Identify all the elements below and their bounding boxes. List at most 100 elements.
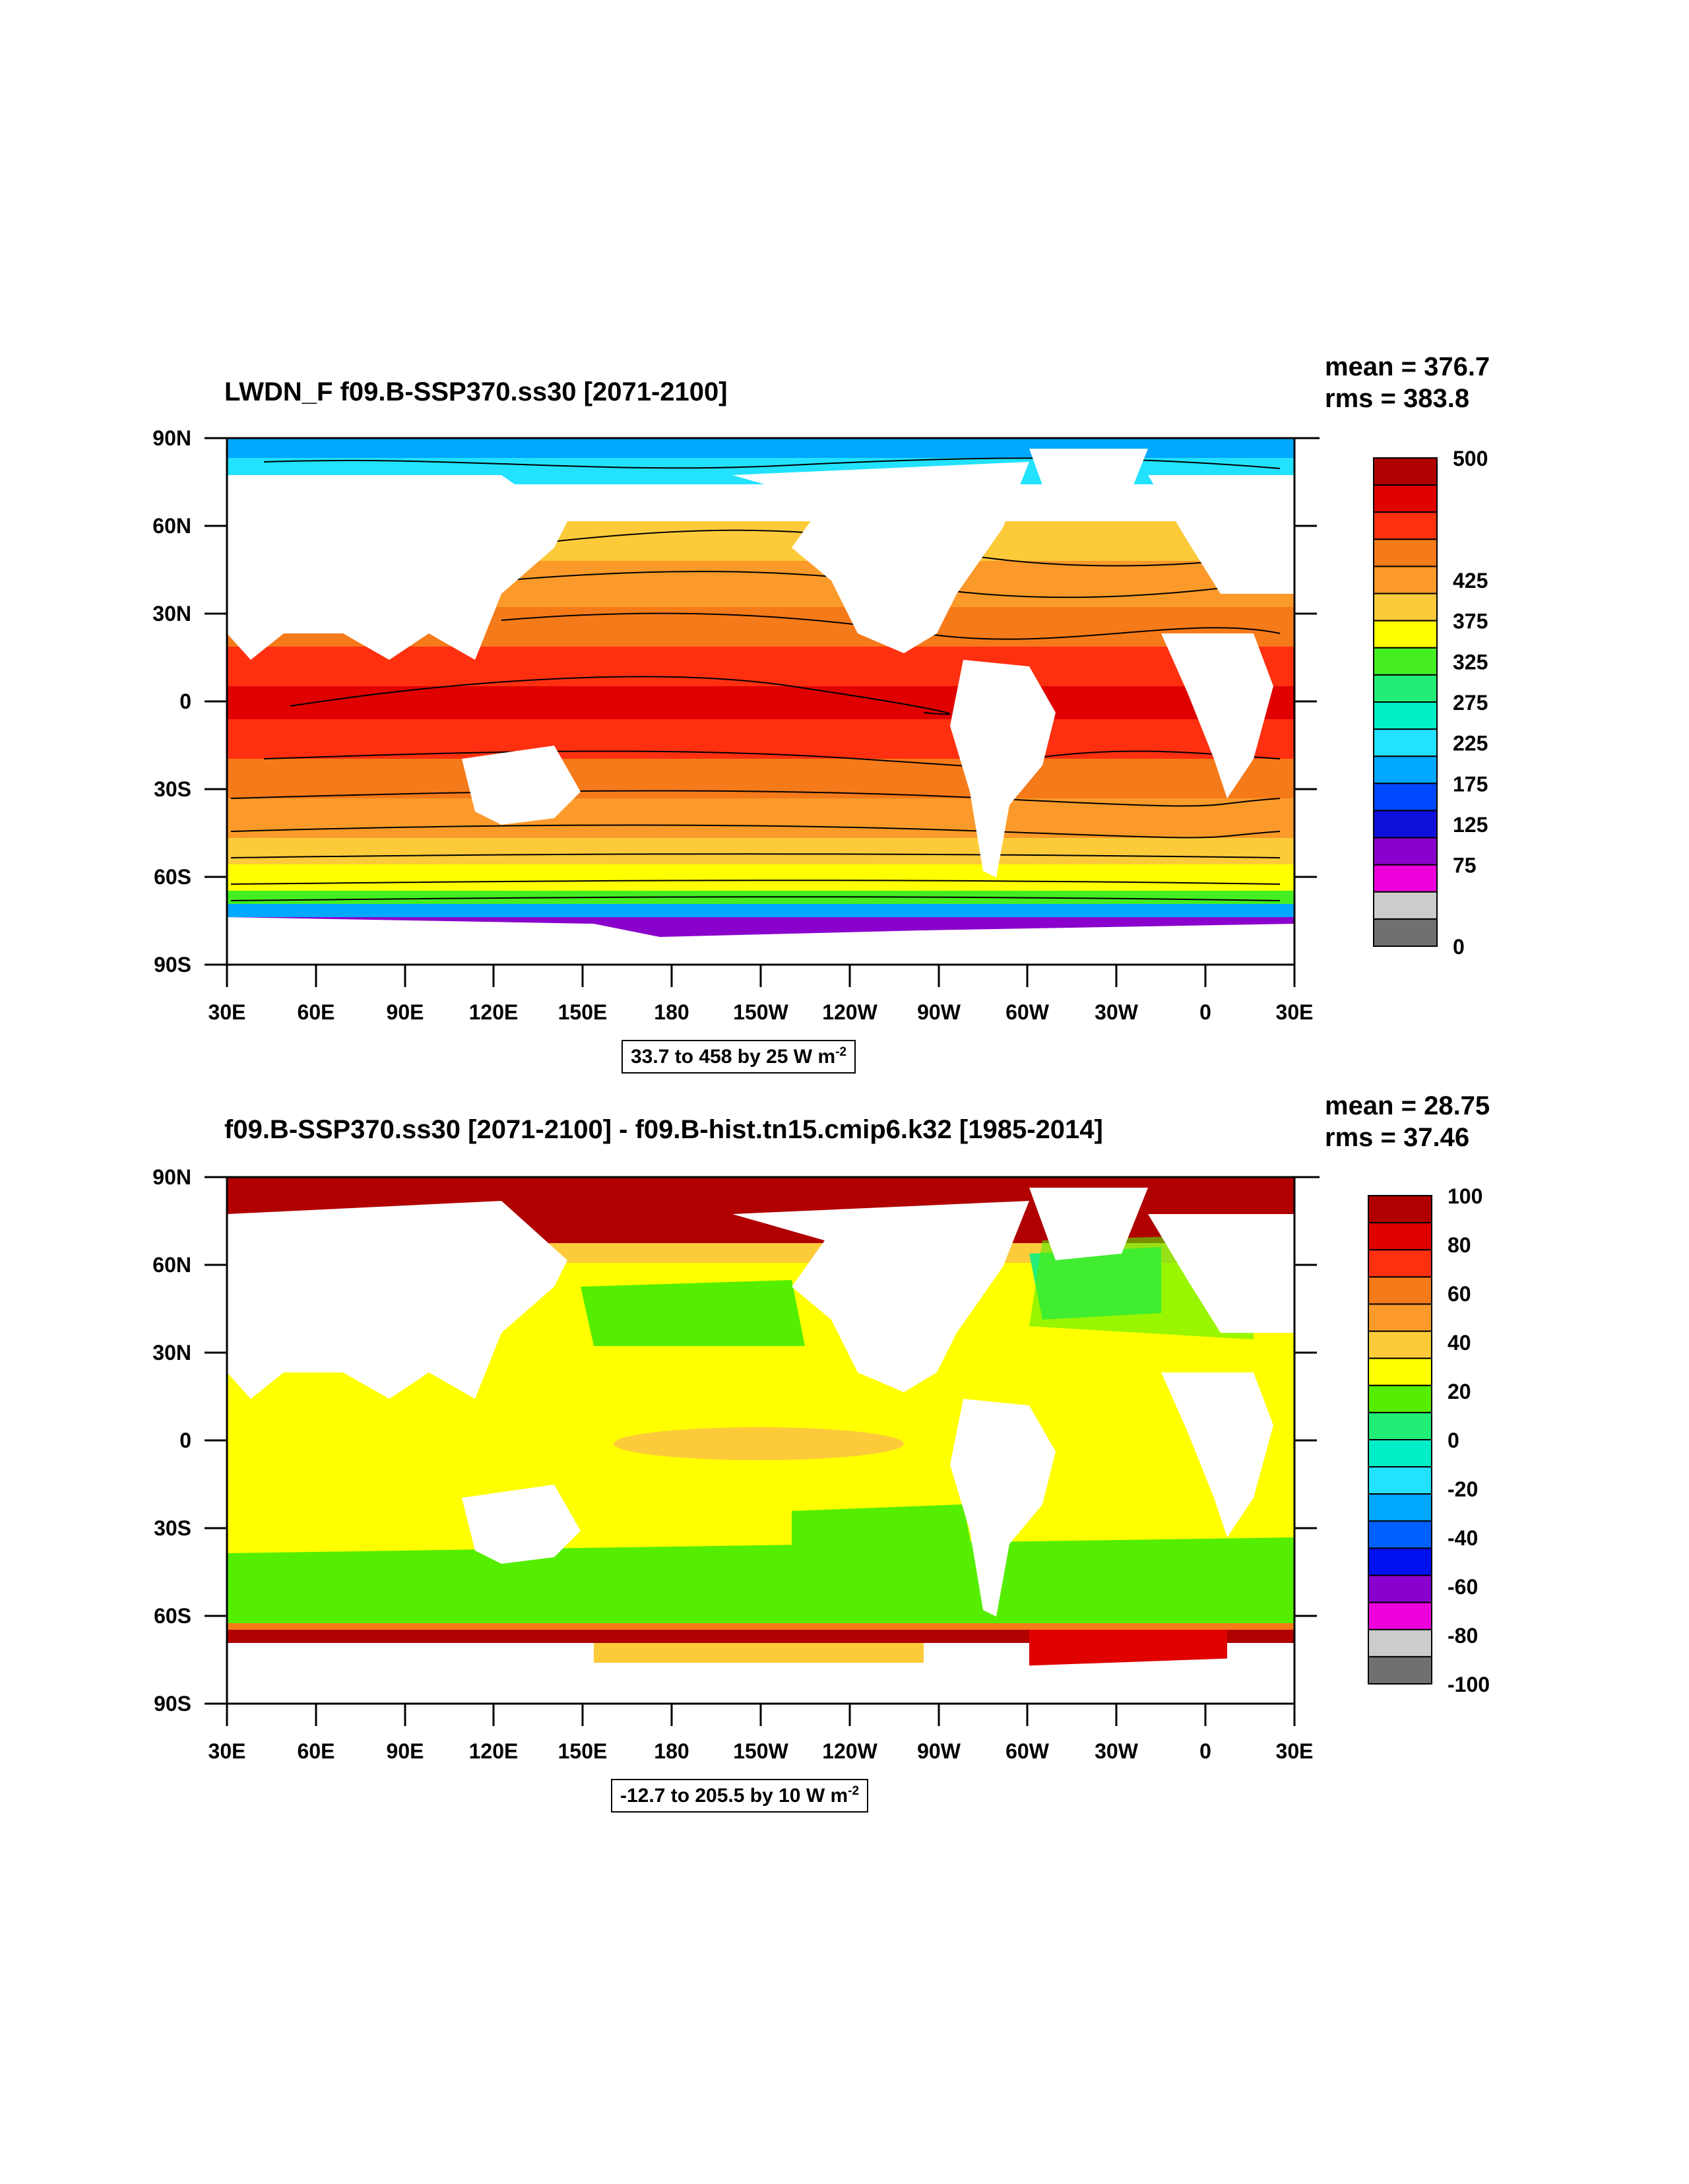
- lat-axis: 90N 60N 30N 0 30S 60S 90S: [152, 426, 1317, 977]
- colorbar-label: 325: [1453, 650, 1488, 674]
- colorbar-label: 40: [1448, 1331, 1471, 1355]
- lon-label: 90E: [387, 1739, 424, 1763]
- colorbar-box: [1368, 1276, 1432, 1305]
- colorbar-box: [1368, 1330, 1432, 1359]
- colorbar-box: [1373, 864, 1438, 893]
- colorbar-label: 175: [1453, 772, 1488, 796]
- colorbar-box: [1368, 1628, 1432, 1657]
- lat-label: 90N: [152, 1165, 191, 1189]
- lon-axis: 30E 60E 90E 120E 150E 180 150W 120W 90W …: [208, 1704, 1313, 1763]
- lon-label: 150E: [558, 1739, 608, 1763]
- colorbar: 100 80 60 40 20 0 -20 -40 -60 -80 -100: [1368, 1184, 1490, 1696]
- lon-label: 30E: [1276, 1000, 1314, 1024]
- lon-label: 0: [1199, 1000, 1211, 1024]
- land-africa: [1161, 633, 1273, 798]
- colorbar-box: [1373, 810, 1438, 839]
- lon-label: 60W: [1005, 1739, 1050, 1763]
- land-europe: [1148, 475, 1294, 594]
- lat-label: 0: [179, 1429, 191, 1452]
- map-field: [227, 1177, 1294, 1669]
- colorbar-box: [1368, 1222, 1432, 1251]
- colorbar-box: [1368, 1547, 1432, 1576]
- panel-title: f09.B-SSP370.ss30 [2071-2100] - f09.B-hi…: [224, 1115, 1103, 1144]
- lon-label: 120W: [822, 1000, 877, 1024]
- land-south-america: [950, 660, 1056, 878]
- lon-label: 30E: [208, 1739, 246, 1763]
- colorbar-label: 80: [1448, 1233, 1471, 1257]
- lon-label: 90W: [917, 1739, 961, 1763]
- lon-label: 180: [654, 1739, 689, 1763]
- lat-axis: 90N 60N 30N 0 30S 60S 90S: [152, 1165, 1317, 1716]
- lat-label: 30S: [154, 1516, 191, 1540]
- lat-label: 0: [179, 690, 191, 713]
- lon-label: 150W: [733, 1739, 788, 1763]
- land-africa: [1161, 1372, 1273, 1537]
- colorbar-label: -80: [1448, 1624, 1478, 1648]
- colorbar-box: [1373, 647, 1438, 676]
- lon-label: 90E: [387, 1000, 424, 1024]
- contour-lines: [230, 457, 1281, 901]
- land-north-america: [732, 1201, 1029, 1392]
- lat-label: 90S: [154, 1692, 191, 1716]
- lat-label: 60N: [152, 514, 191, 538]
- mean-value: mean = 28.75: [1325, 1091, 1490, 1120]
- panel-title: LWDN_F f09.B-SSP370.ss30 [2071-2100]: [224, 377, 728, 406]
- contour-info-box: -12.7 to 205.5 by 10 W m-2: [611, 1779, 869, 1813]
- colorbar-label: 20: [1448, 1380, 1471, 1403]
- colorbar-label: -100: [1448, 1673, 1490, 1696]
- lon-label: 60E: [298, 1000, 335, 1024]
- colorbar-label: -60: [1448, 1575, 1478, 1599]
- lon-label: 120E: [469, 1739, 519, 1763]
- land-europe: [1148, 1214, 1294, 1333]
- lon-label: 180: [654, 1000, 689, 1024]
- colorbar-label: 100: [1448, 1184, 1482, 1208]
- land-eurasia: [227, 1201, 567, 1399]
- lat-label: 30N: [152, 1341, 191, 1365]
- colorbar-label: 60: [1448, 1282, 1471, 1306]
- lat-label: 60S: [154, 865, 191, 889]
- colorbar-box: [1368, 1411, 1432, 1441]
- colorbar-box: [1373, 511, 1438, 540]
- lon-label: 60W: [1005, 1000, 1050, 1024]
- colorbar-box: [1368, 1520, 1432, 1549]
- lon-label: 120E: [469, 1000, 519, 1024]
- colorbar-box: [1373, 457, 1438, 486]
- colorbar-label: -20: [1448, 1477, 1478, 1501]
- lat-label: 90N: [152, 426, 191, 450]
- lon-label: 0: [1199, 1739, 1211, 1763]
- colorbar-label: 225: [1453, 732, 1488, 755]
- lat-label: 90S: [154, 953, 191, 977]
- unit-exponent: -2: [848, 1784, 860, 1798]
- lon-label: 150W: [733, 1000, 788, 1024]
- colorbar-box: [1373, 755, 1438, 785]
- mean-value: mean = 376.7: [1325, 352, 1490, 381]
- lon-label: 150E: [558, 1000, 608, 1024]
- colorbar-label: -40: [1448, 1526, 1478, 1550]
- land-greenland: [1029, 1188, 1148, 1260]
- colorbar-box: [1368, 1195, 1432, 1224]
- colorbar-box: [1373, 891, 1438, 920]
- land-greenland: [1029, 449, 1148, 521]
- colorbar-box: [1368, 1574, 1432, 1603]
- land-masses: [227, 449, 1294, 965]
- colorbar-box: [1373, 484, 1438, 513]
- colorbar-label: 275: [1453, 691, 1488, 715]
- colorbar-label: 425: [1453, 569, 1488, 593]
- colorbar-label: 125: [1453, 813, 1488, 837]
- lon-label: 120W: [822, 1739, 877, 1763]
- lat-label: 30S: [154, 777, 191, 801]
- lon-label: 30W: [1095, 1000, 1139, 1024]
- land-north-america: [732, 462, 1029, 653]
- colorbar-label: 500: [1453, 447, 1488, 470]
- lon-label: 30W: [1095, 1739, 1139, 1763]
- lat-label: 60N: [152, 1253, 191, 1277]
- rms-value: rms = 383.8: [1325, 384, 1470, 413]
- colorbar-box: [1368, 1493, 1432, 1522]
- colorbar: 500 425 375 325 275 225 175 125 75 0: [1373, 447, 1488, 959]
- colorbar-box: [1368, 1439, 1432, 1468]
- land-australia: [462, 746, 581, 825]
- lon-axis: 30E 60E 90E 120E 150E 180 150W 120W 90W …: [208, 965, 1314, 1024]
- land-eurasia: [227, 475, 567, 660]
